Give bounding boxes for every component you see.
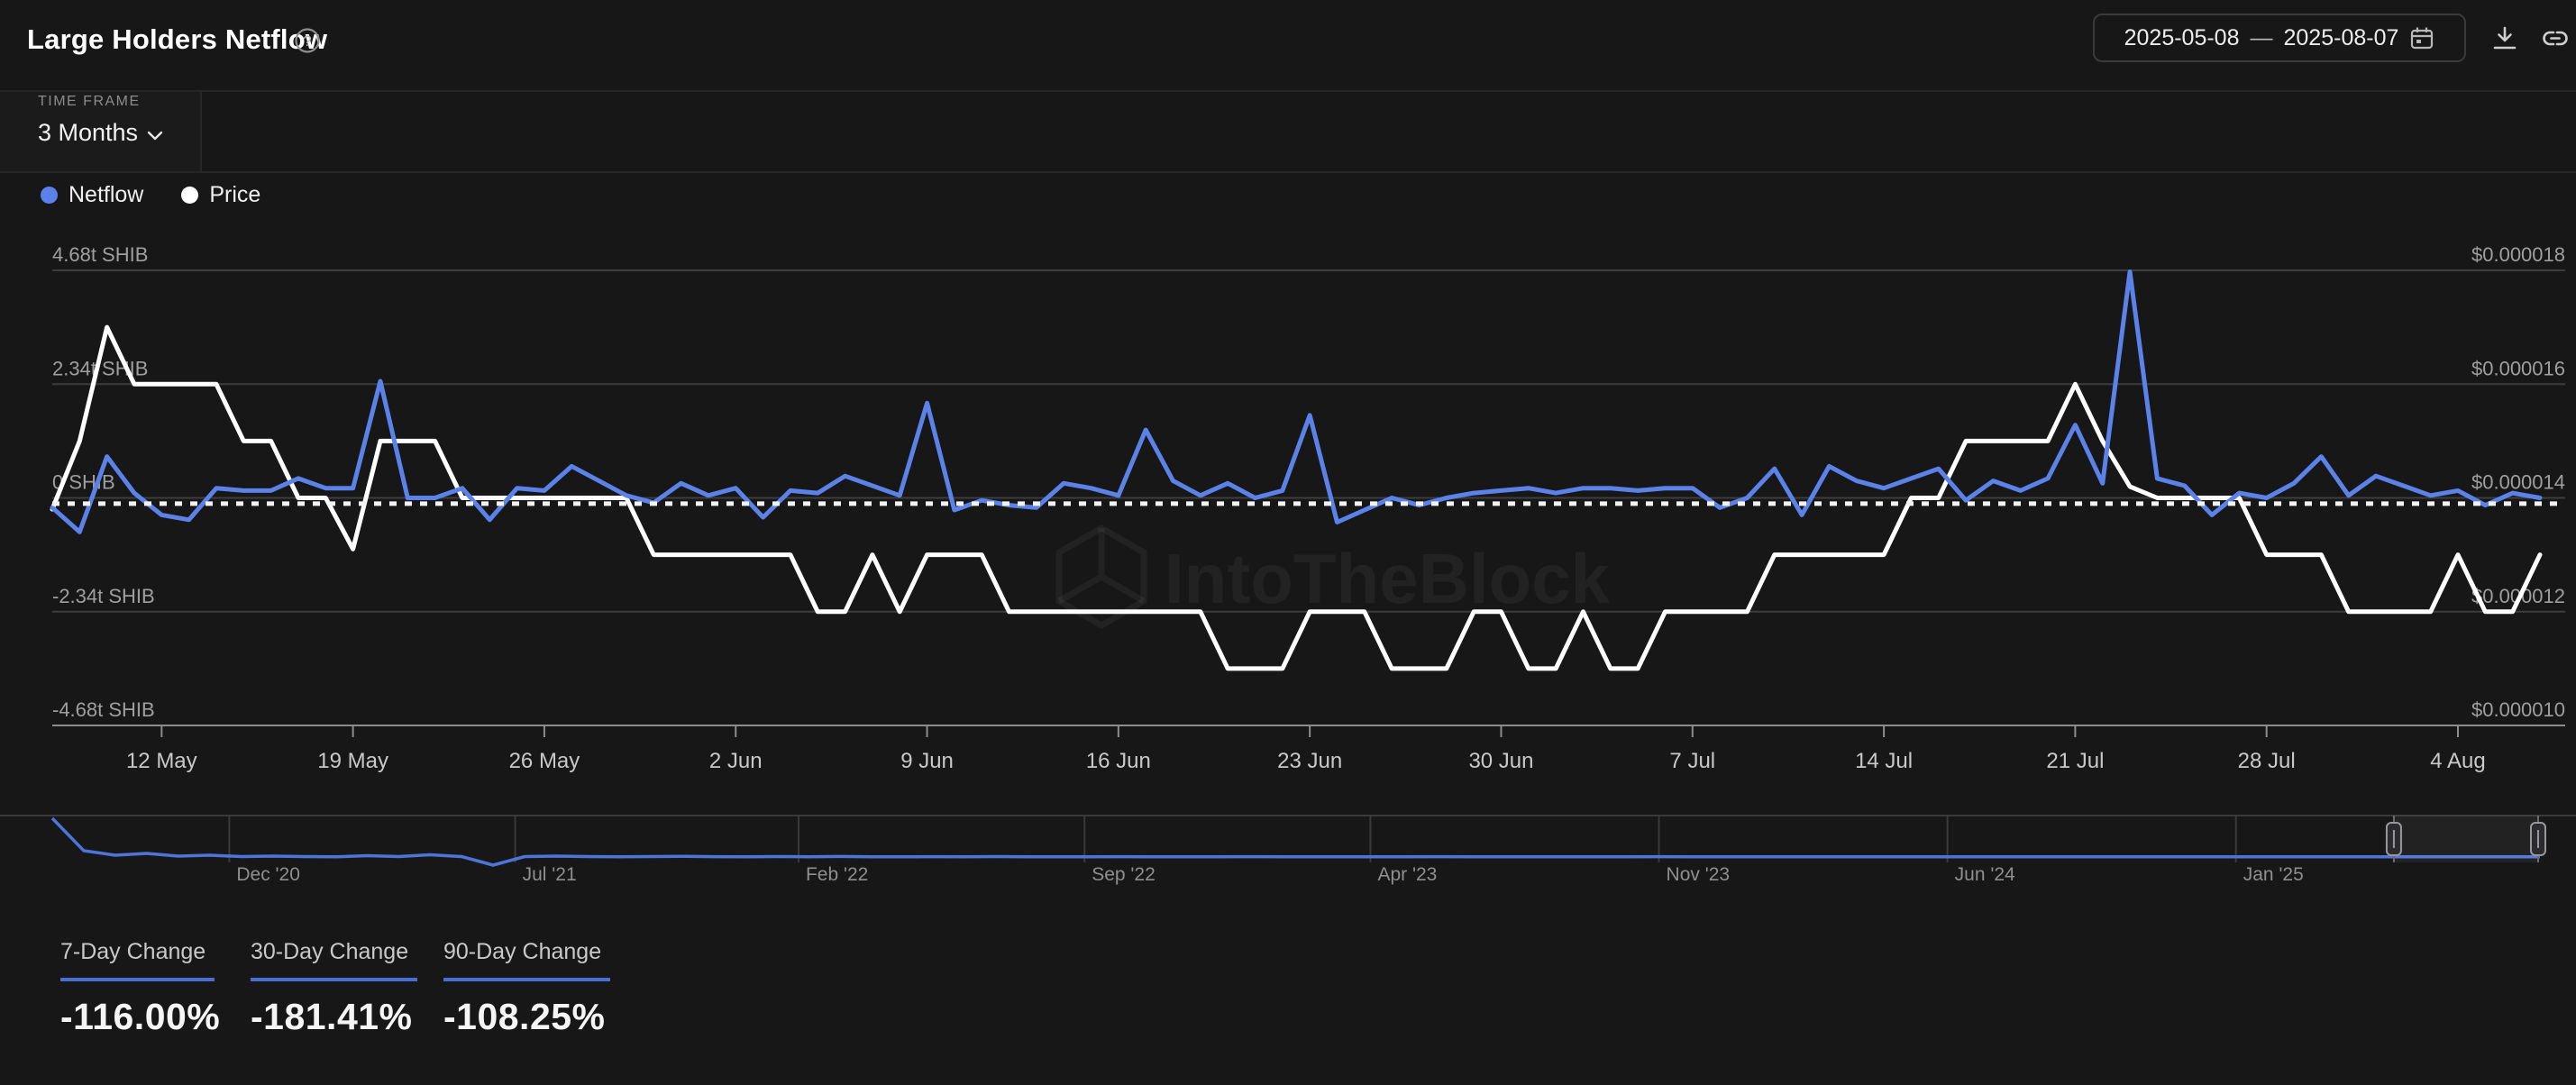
right-axis-label: $0.000018 [2471, 243, 2565, 266]
time-frame-cell-divider [200, 92, 202, 171]
chevron-down-icon [147, 131, 163, 140]
left-axis-label: 4.68t SHIB [52, 243, 148, 266]
legend-item-price[interactable]: Price [181, 182, 260, 208]
share-link-button[interactable] [2540, 23, 2571, 54]
navigator-tick-label: Nov '23 [1667, 864, 1731, 885]
right-axis-label: $0.000016 [2471, 357, 2565, 379]
x-tick-label: 14 Jul [1855, 749, 1913, 773]
navigator-handle-left[interactable] [2385, 822, 2402, 856]
date-range-separator: — [2250, 24, 2273, 50]
time-frame-value: 3 Months [38, 119, 139, 146]
navigator-tick-label: Sep '22 [1092, 864, 1156, 885]
navigator-sparkline [50, 816, 2540, 867]
legend-item-netflow[interactable]: Netflow [41, 182, 143, 208]
price-dot-icon [181, 187, 199, 204]
legend: Netflow Price [41, 182, 260, 208]
legend-label-netflow: Netflow [69, 182, 144, 207]
time-frame-dropdown[interactable]: 3 Months [38, 119, 163, 147]
navigator-tick-label: Jun '24 [1955, 864, 2015, 885]
calendar-icon [2411, 27, 2434, 50]
navigator-tick-label: Feb '22 [806, 864, 868, 885]
date-range-end: 2025-08-07 [2283, 24, 2399, 50]
stat-value: -116.00% [60, 996, 221, 1037]
right-axis-label: $0.000014 [2471, 471, 2565, 494]
page-title: Large Holders Netflow [27, 23, 328, 55]
legend-label-price: Price [209, 182, 261, 207]
stat-30-day-change: 30-Day Change -181.41% [251, 939, 418, 1038]
x-tick-label: 12 May [126, 749, 197, 773]
header-divider [0, 90, 2576, 92]
x-tick-label: 28 Jul [2238, 749, 2296, 773]
stat-label: 90-Day Change [443, 939, 611, 981]
stat-value: -108.25% [443, 996, 606, 1037]
stat-7-day-change: 7-Day Change -116.00% [60, 939, 220, 1038]
x-tick-label: 9 Jun [900, 749, 954, 773]
svg-text:IntoTheBlock: IntoTheBlock [1165, 539, 1611, 618]
navigator-handle-right[interactable] [2529, 822, 2546, 856]
navigator-tick-label: Jan '25 [2243, 864, 2304, 885]
x-tick-label: 19 May [317, 749, 388, 773]
stat-label: 7-Day Change [60, 939, 215, 981]
navigator-tick-label: Apr '23 [1377, 864, 1437, 885]
time-frame-cell [0, 92, 200, 171]
x-tick-label: 2 Jun [709, 749, 763, 773]
left-axis-label: -4.68t SHIB [52, 698, 155, 721]
panel-header: Large Holders Netflow ? 2025-05-08 — 202… [0, 0, 2576, 90]
stat-value: -181.41% [251, 996, 413, 1037]
navigator-selection[interactable] [2393, 816, 2538, 862]
netflow-dot-icon [41, 187, 58, 204]
x-tick-label: 21 Jul [2046, 749, 2104, 773]
toolbar-divider [0, 171, 2576, 173]
time-frame-label: TIME FRAME [38, 94, 141, 109]
price-line [50, 324, 2543, 671]
x-tick-label: 4 Aug [2430, 749, 2485, 773]
intotheblock-watermark: IntoTheBlock [1055, 524, 1611, 630]
download-button[interactable] [2489, 23, 2520, 54]
date-range-picker[interactable]: 2025-05-08 — 2025-08-07 [2093, 14, 2466, 62]
navigator-tick-label: Dec '20 [236, 864, 300, 885]
right-axis-label: $0.000010 [2471, 698, 2565, 721]
x-tick-label: 23 Jun [1277, 749, 1342, 773]
stat-label: 30-Day Change [251, 939, 418, 981]
navigator-tick-label: Jul '21 [523, 864, 577, 885]
netflow-line [50, 269, 2543, 534]
x-tick-label: 26 May [509, 749, 580, 773]
help-icon[interactable]: ? [294, 27, 321, 54]
left-axis-label: -2.34t SHIB [52, 585, 155, 607]
date-range-start: 2025-05-08 [2124, 24, 2240, 50]
x-tick-label: 7 Jul [1669, 749, 1715, 773]
x-tick-label: 30 Jun [1468, 749, 1533, 773]
svg-text:?: ? [303, 32, 311, 50]
stat-90-day-change: 90-Day Change -108.25% [443, 939, 611, 1038]
chart-plot-area[interactable] [52, 216, 2565, 775]
x-tick-label: 16 Jun [1086, 749, 1151, 773]
